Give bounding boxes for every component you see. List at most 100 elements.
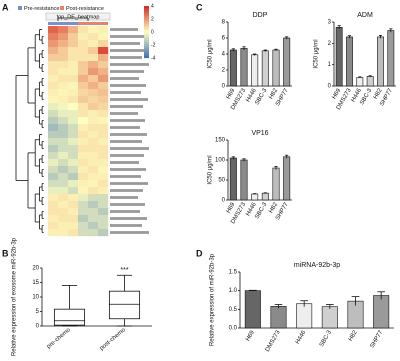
heatmap-cell — [48, 229, 59, 237]
heatmap-cell — [98, 215, 109, 223]
heatmap-cell — [58, 180, 69, 188]
heatmap-cell — [68, 187, 79, 195]
heatmap-cell — [78, 117, 89, 125]
y-axis-label: Relative expression of miR-92b-3p — [210, 253, 216, 346]
legend-label: Pre-resistance — [24, 6, 59, 12]
heatmap-cell — [88, 138, 99, 146]
heatmap-cell — [78, 145, 89, 153]
bar — [377, 36, 384, 87]
heatmap-cell — [48, 117, 59, 125]
y-tick-label: 1.5 — [229, 270, 238, 276]
heatmap-cell — [58, 215, 69, 223]
y-tick-label: 1 — [328, 62, 332, 68]
heatmap-cell — [68, 229, 79, 237]
heatmap-cell — [78, 33, 89, 41]
heatmap-cell — [58, 159, 69, 167]
heatmap-cell — [78, 40, 89, 48]
row-label — [110, 196, 138, 199]
heatmap-cell — [68, 117, 79, 125]
heatmap-cell — [88, 68, 99, 76]
y-tick-label: 0 — [222, 84, 226, 90]
x-tick-label: post-chemo — [99, 327, 127, 352]
row-label — [110, 112, 138, 115]
heatmap-cell — [88, 89, 99, 97]
heatmap-cell — [58, 201, 69, 209]
heatmap-cell — [68, 180, 79, 188]
colorbar-label: -2 — [151, 42, 156, 48]
row-label — [110, 217, 147, 220]
x-tick-label: H446 — [295, 329, 308, 345]
heatmap-cell — [78, 152, 89, 160]
column-annotation — [48, 22, 58, 25]
heatmap-cell — [68, 47, 79, 55]
row-label — [110, 203, 145, 206]
heatmap-cell — [48, 138, 59, 146]
heatmap-cell — [68, 222, 79, 230]
heatmap-cell — [98, 110, 109, 118]
heatmap-cell — [88, 173, 99, 181]
colorbar — [144, 50, 149, 53]
x-tick-label: H69 — [226, 201, 237, 214]
heatmap-cell — [58, 75, 69, 83]
heatmap-cell — [48, 166, 59, 174]
bar — [261, 50, 269, 87]
colorbar-label: 0 — [151, 29, 154, 35]
heatmap-cell — [58, 145, 69, 153]
bar — [283, 37, 291, 87]
heatmap-cell — [68, 54, 79, 62]
row-label — [110, 189, 143, 192]
bar — [240, 159, 248, 201]
row-label — [110, 182, 148, 185]
heatmap-cell — [48, 180, 59, 188]
heatmap-cell — [68, 110, 79, 118]
row-label — [110, 70, 144, 73]
heatmap-cell — [58, 103, 69, 111]
heatmap-cell — [48, 61, 59, 69]
colorbar-label: -4 — [151, 55, 156, 61]
heatmap-cell — [78, 187, 89, 195]
heatmap-cell — [48, 124, 59, 132]
x-tick-label: H82 — [268, 201, 279, 214]
y-tick-label: 3 — [328, 20, 332, 26]
colorbar — [144, 18, 149, 21]
bar — [296, 303, 313, 329]
heatmap-cell — [48, 96, 59, 104]
heatmap-cell — [78, 47, 89, 55]
heatmap-cell — [98, 47, 109, 55]
heatmap-cell — [48, 159, 59, 167]
heatmap-cell — [58, 82, 69, 90]
heatmap-cell — [98, 138, 109, 146]
row-label — [110, 119, 145, 122]
heatmap-cell — [48, 75, 59, 83]
colorbar — [144, 42, 149, 45]
legend-swatch — [60, 6, 64, 10]
heatmap-cell — [88, 110, 99, 118]
colorbar — [144, 34, 149, 37]
heatmap-cell — [48, 47, 59, 55]
heatmap-cell — [58, 124, 69, 132]
annotation: *** — [120, 267, 128, 274]
heatmap-cell — [88, 180, 99, 188]
bar — [272, 49, 280, 87]
heatmap-cell — [68, 152, 79, 160]
y-tick-label: 15 — [32, 280, 39, 286]
heatmap-cell — [48, 152, 59, 160]
heatmap-cell — [88, 96, 99, 104]
y-tick-label: 0 — [328, 84, 332, 90]
heatmap-cell — [48, 40, 59, 48]
row-label — [110, 98, 148, 101]
bar — [229, 157, 237, 201]
heatmap-cell — [88, 222, 99, 230]
bar — [366, 76, 374, 87]
heatmap-cell — [98, 33, 109, 41]
bar — [270, 306, 287, 329]
heatmap-cell — [78, 159, 89, 167]
chart-title: DDP — [253, 12, 268, 19]
box — [108, 290, 141, 320]
row-label — [110, 42, 140, 45]
column-annotation — [78, 22, 88, 25]
bar — [387, 30, 395, 87]
row-label — [110, 105, 143, 108]
heatmap-cell — [48, 208, 59, 216]
bar — [283, 156, 291, 201]
